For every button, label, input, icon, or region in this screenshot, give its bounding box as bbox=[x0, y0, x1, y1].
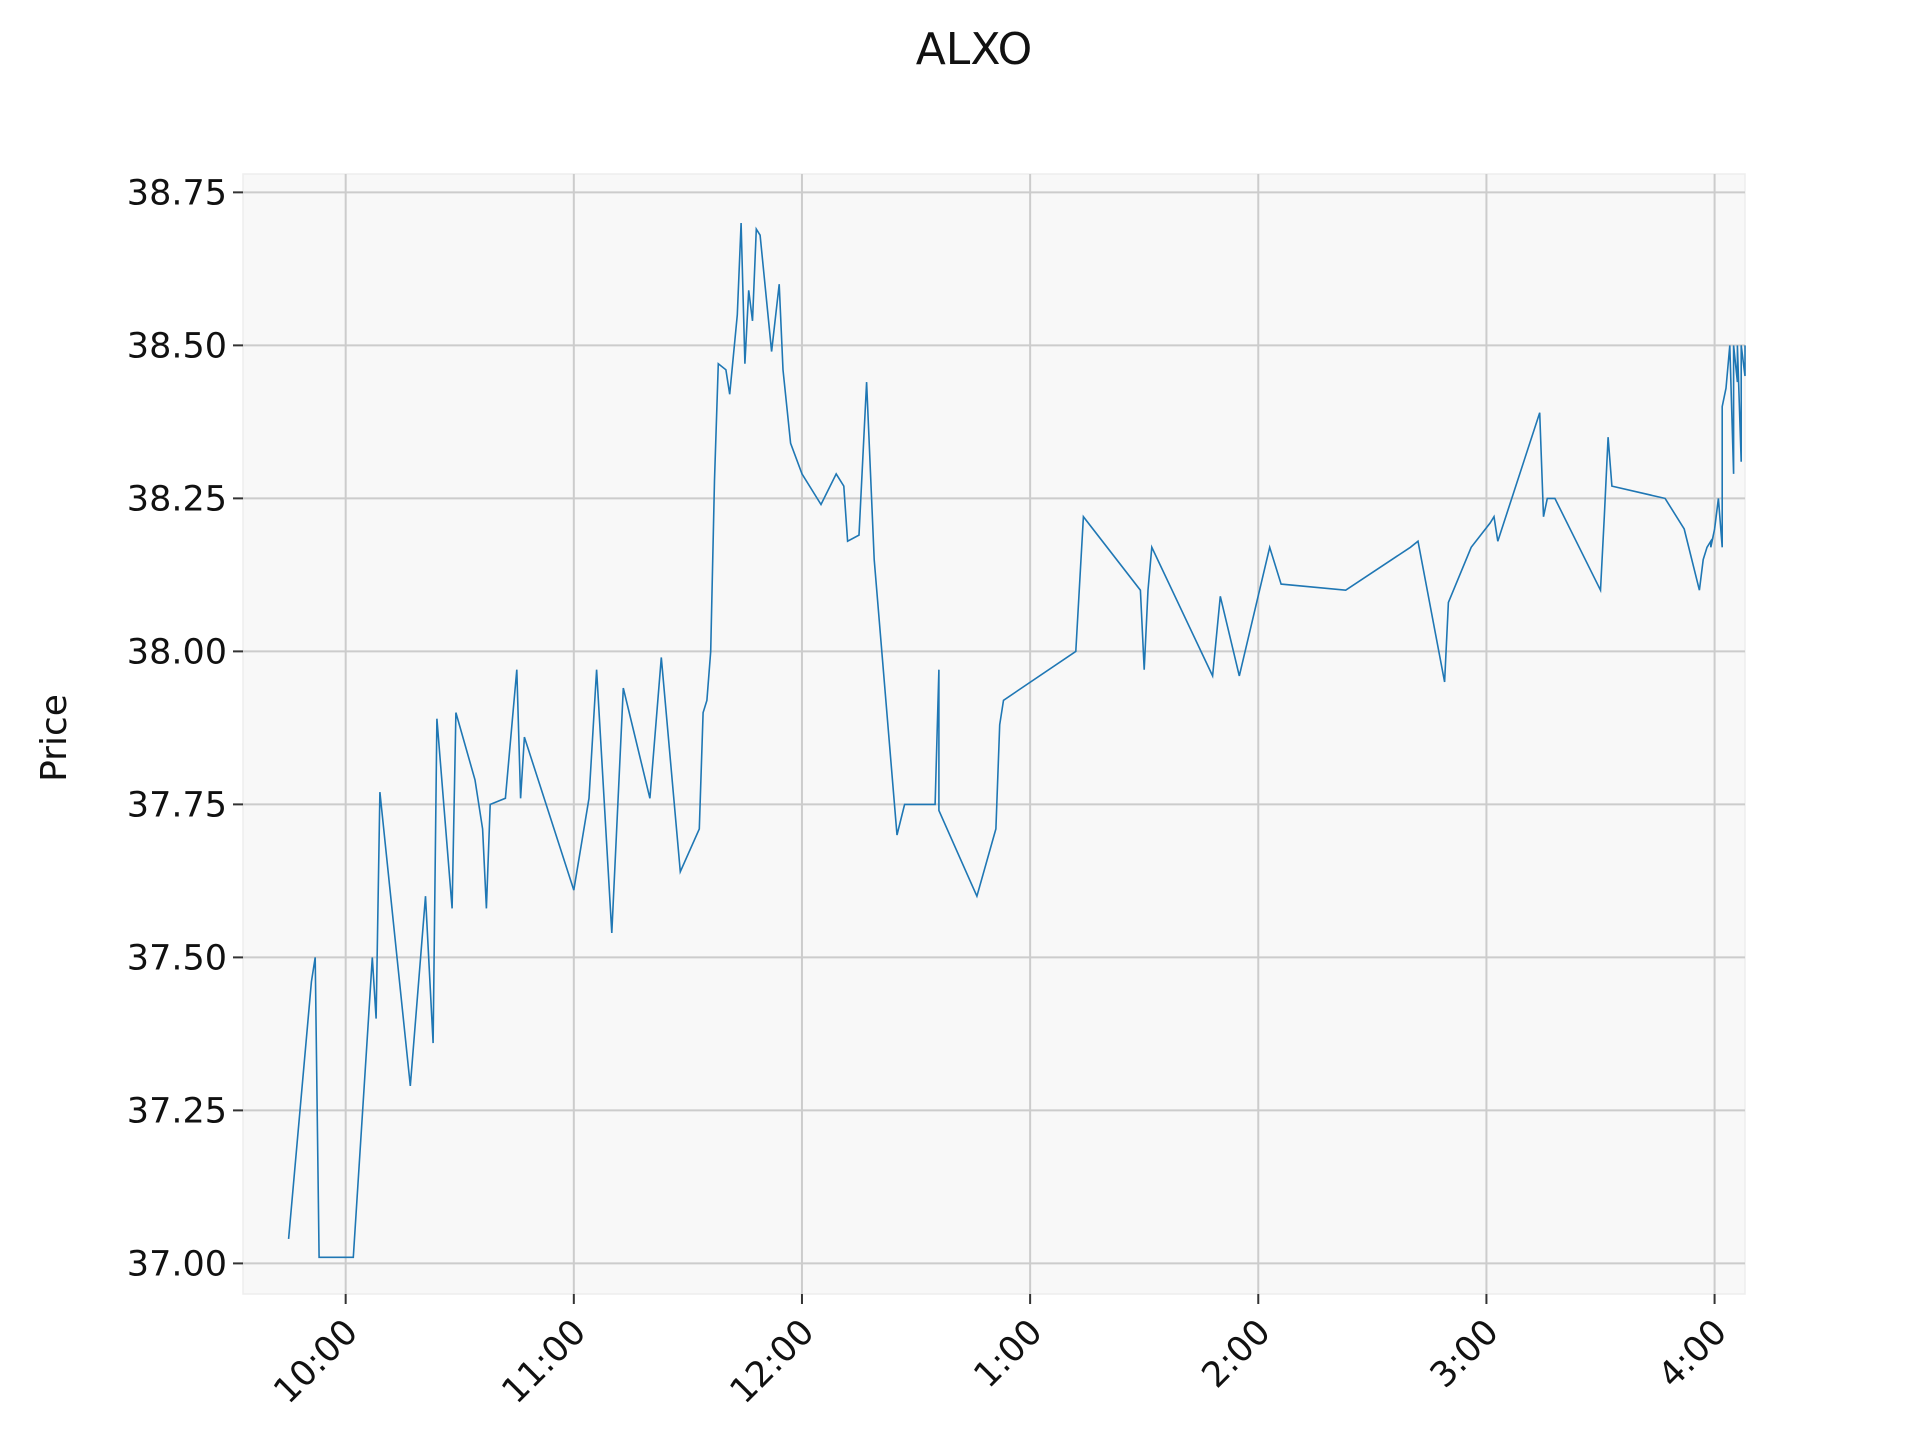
plot-area bbox=[242, 173, 1746, 1295]
x-tick-label: 10:00 bbox=[266, 1312, 366, 1412]
x-tick-label: 11:00 bbox=[495, 1312, 595, 1412]
y-axis-label: Price bbox=[34, 694, 75, 782]
y-tick-label: 38.25 bbox=[127, 479, 227, 519]
x-tick-label: 3:00 bbox=[1423, 1312, 1507, 1396]
y-tick-label: 38.00 bbox=[127, 632, 227, 672]
x-tick-label: 4:00 bbox=[1651, 1312, 1735, 1396]
price-series-line bbox=[287, 222, 1746, 1259]
chart-title: ALXO bbox=[916, 24, 1033, 75]
x-tick-label: 12:00 bbox=[723, 1312, 823, 1412]
x-tick-label: 1:00 bbox=[967, 1312, 1051, 1396]
series-layer bbox=[287, 222, 1746, 1259]
y-tick-label: 38.50 bbox=[127, 326, 227, 366]
y-tick-label: 37.25 bbox=[127, 1091, 227, 1131]
y-tick-label: 37.50 bbox=[127, 938, 227, 978]
y-tick-label: 37.75 bbox=[127, 785, 227, 825]
x-tick-label: 2:00 bbox=[1195, 1312, 1279, 1396]
y-tick-label: 37.00 bbox=[127, 1244, 227, 1284]
gridlines bbox=[243, 174, 1745, 1294]
y-tick-label: 38.75 bbox=[127, 173, 227, 213]
